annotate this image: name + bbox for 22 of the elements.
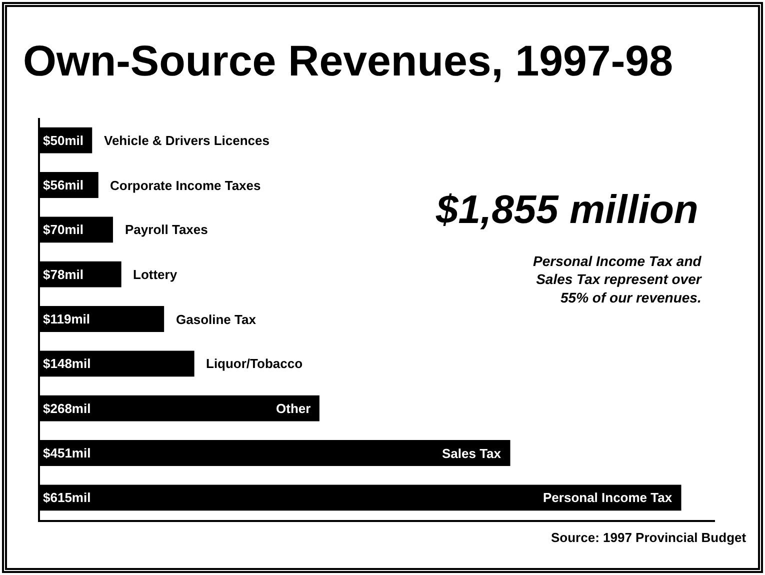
data-label: $70mil — [43, 222, 84, 238]
y-tick-label: Lottery — [133, 267, 178, 282]
y-tick-label: Vehicle & Drivers Licences — [104, 133, 270, 148]
y-tick-label: Sales Tax — [442, 446, 502, 461]
annotation: $1,855 million — [435, 188, 698, 232]
y-tick-label: Personal Income Tax — [543, 490, 673, 505]
annotation: Personal Income Tax and Sales Tax represent over 55% of our revenues. — [533, 253, 703, 306]
data-label: $119mil — [43, 312, 90, 326]
data-label: $50mil — [43, 132, 84, 148]
chart-title: Own-Source Revenues, 1997-98 — [22, 37, 674, 86]
y-tick-label: Corporate Income Taxes — [110, 178, 261, 193]
data-label: $148mil — [43, 356, 91, 372]
data-label: $78mil — [43, 266, 84, 282]
data-label: $268mil — [43, 400, 91, 416]
source-note: Source: 1997 Provincial Budget — [551, 530, 747, 545]
y-tick-label: Other — [276, 401, 311, 416]
data-label: $451mil — [43, 446, 91, 460]
data-label: $56mil — [43, 178, 84, 192]
data-label: $615mil — [43, 490, 91, 506]
y-tick-label: Payroll Taxes — [125, 222, 208, 237]
y-tick-label: Liquor/Tobacco — [206, 356, 303, 371]
y-tick-label: Gasoline Tax — [176, 312, 257, 327]
